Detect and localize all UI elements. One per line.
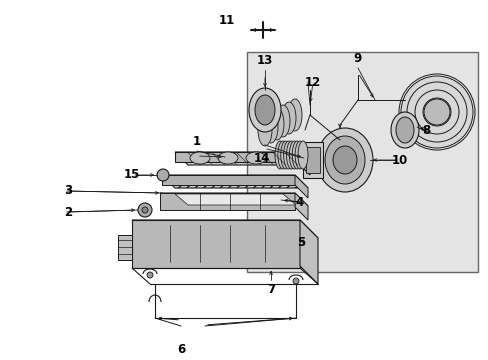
- Ellipse shape: [248, 88, 281, 132]
- Text: 1: 1: [193, 135, 201, 148]
- Ellipse shape: [287, 99, 302, 131]
- Text: 14: 14: [253, 152, 269, 165]
- Ellipse shape: [316, 128, 372, 192]
- Circle shape: [292, 278, 298, 284]
- Ellipse shape: [280, 141, 290, 169]
- Polygon shape: [162, 175, 294, 185]
- Ellipse shape: [269, 108, 284, 140]
- Ellipse shape: [190, 152, 209, 164]
- Polygon shape: [162, 175, 307, 188]
- Ellipse shape: [277, 141, 287, 169]
- Ellipse shape: [275, 105, 289, 137]
- Ellipse shape: [258, 114, 271, 146]
- Text: 9: 9: [353, 52, 362, 65]
- Polygon shape: [132, 220, 299, 268]
- Ellipse shape: [254, 95, 274, 125]
- Polygon shape: [132, 220, 317, 238]
- Polygon shape: [294, 193, 307, 220]
- Text: 2: 2: [64, 206, 72, 219]
- Ellipse shape: [332, 146, 356, 174]
- Text: 3: 3: [64, 184, 72, 198]
- Text: 12: 12: [305, 76, 321, 89]
- Circle shape: [142, 207, 148, 213]
- Circle shape: [157, 169, 169, 181]
- Ellipse shape: [297, 141, 307, 169]
- Ellipse shape: [274, 141, 285, 169]
- Text: 8: 8: [421, 125, 429, 138]
- Ellipse shape: [400, 76, 472, 148]
- Polygon shape: [299, 220, 317, 284]
- Circle shape: [138, 203, 152, 217]
- Polygon shape: [294, 175, 307, 198]
- Text: 15: 15: [123, 168, 140, 181]
- Text: 5: 5: [296, 235, 305, 248]
- Ellipse shape: [282, 102, 295, 134]
- Ellipse shape: [292, 141, 302, 169]
- Text: 7: 7: [266, 283, 274, 296]
- Polygon shape: [296, 152, 309, 175]
- Polygon shape: [175, 152, 296, 162]
- Text: 4: 4: [294, 195, 303, 208]
- Ellipse shape: [325, 136, 364, 184]
- Text: 11: 11: [218, 13, 235, 27]
- Ellipse shape: [245, 152, 265, 164]
- Text: 6: 6: [177, 343, 185, 356]
- Bar: [246, 52, 477, 272]
- Ellipse shape: [295, 141, 305, 169]
- Text: 13: 13: [256, 54, 273, 67]
- Polygon shape: [175, 194, 295, 205]
- Ellipse shape: [390, 112, 418, 148]
- Ellipse shape: [283, 141, 293, 169]
- Bar: [305, 147, 319, 173]
- Ellipse shape: [264, 111, 278, 143]
- Ellipse shape: [395, 117, 413, 143]
- Text: 10: 10: [391, 153, 407, 166]
- Ellipse shape: [289, 141, 299, 169]
- Circle shape: [147, 272, 153, 278]
- Bar: [303, 142, 323, 178]
- Ellipse shape: [286, 141, 296, 169]
- Polygon shape: [175, 152, 309, 165]
- Polygon shape: [160, 193, 294, 210]
- Polygon shape: [118, 235, 132, 260]
- Polygon shape: [160, 193, 307, 206]
- Circle shape: [423, 99, 449, 125]
- Ellipse shape: [218, 152, 238, 164]
